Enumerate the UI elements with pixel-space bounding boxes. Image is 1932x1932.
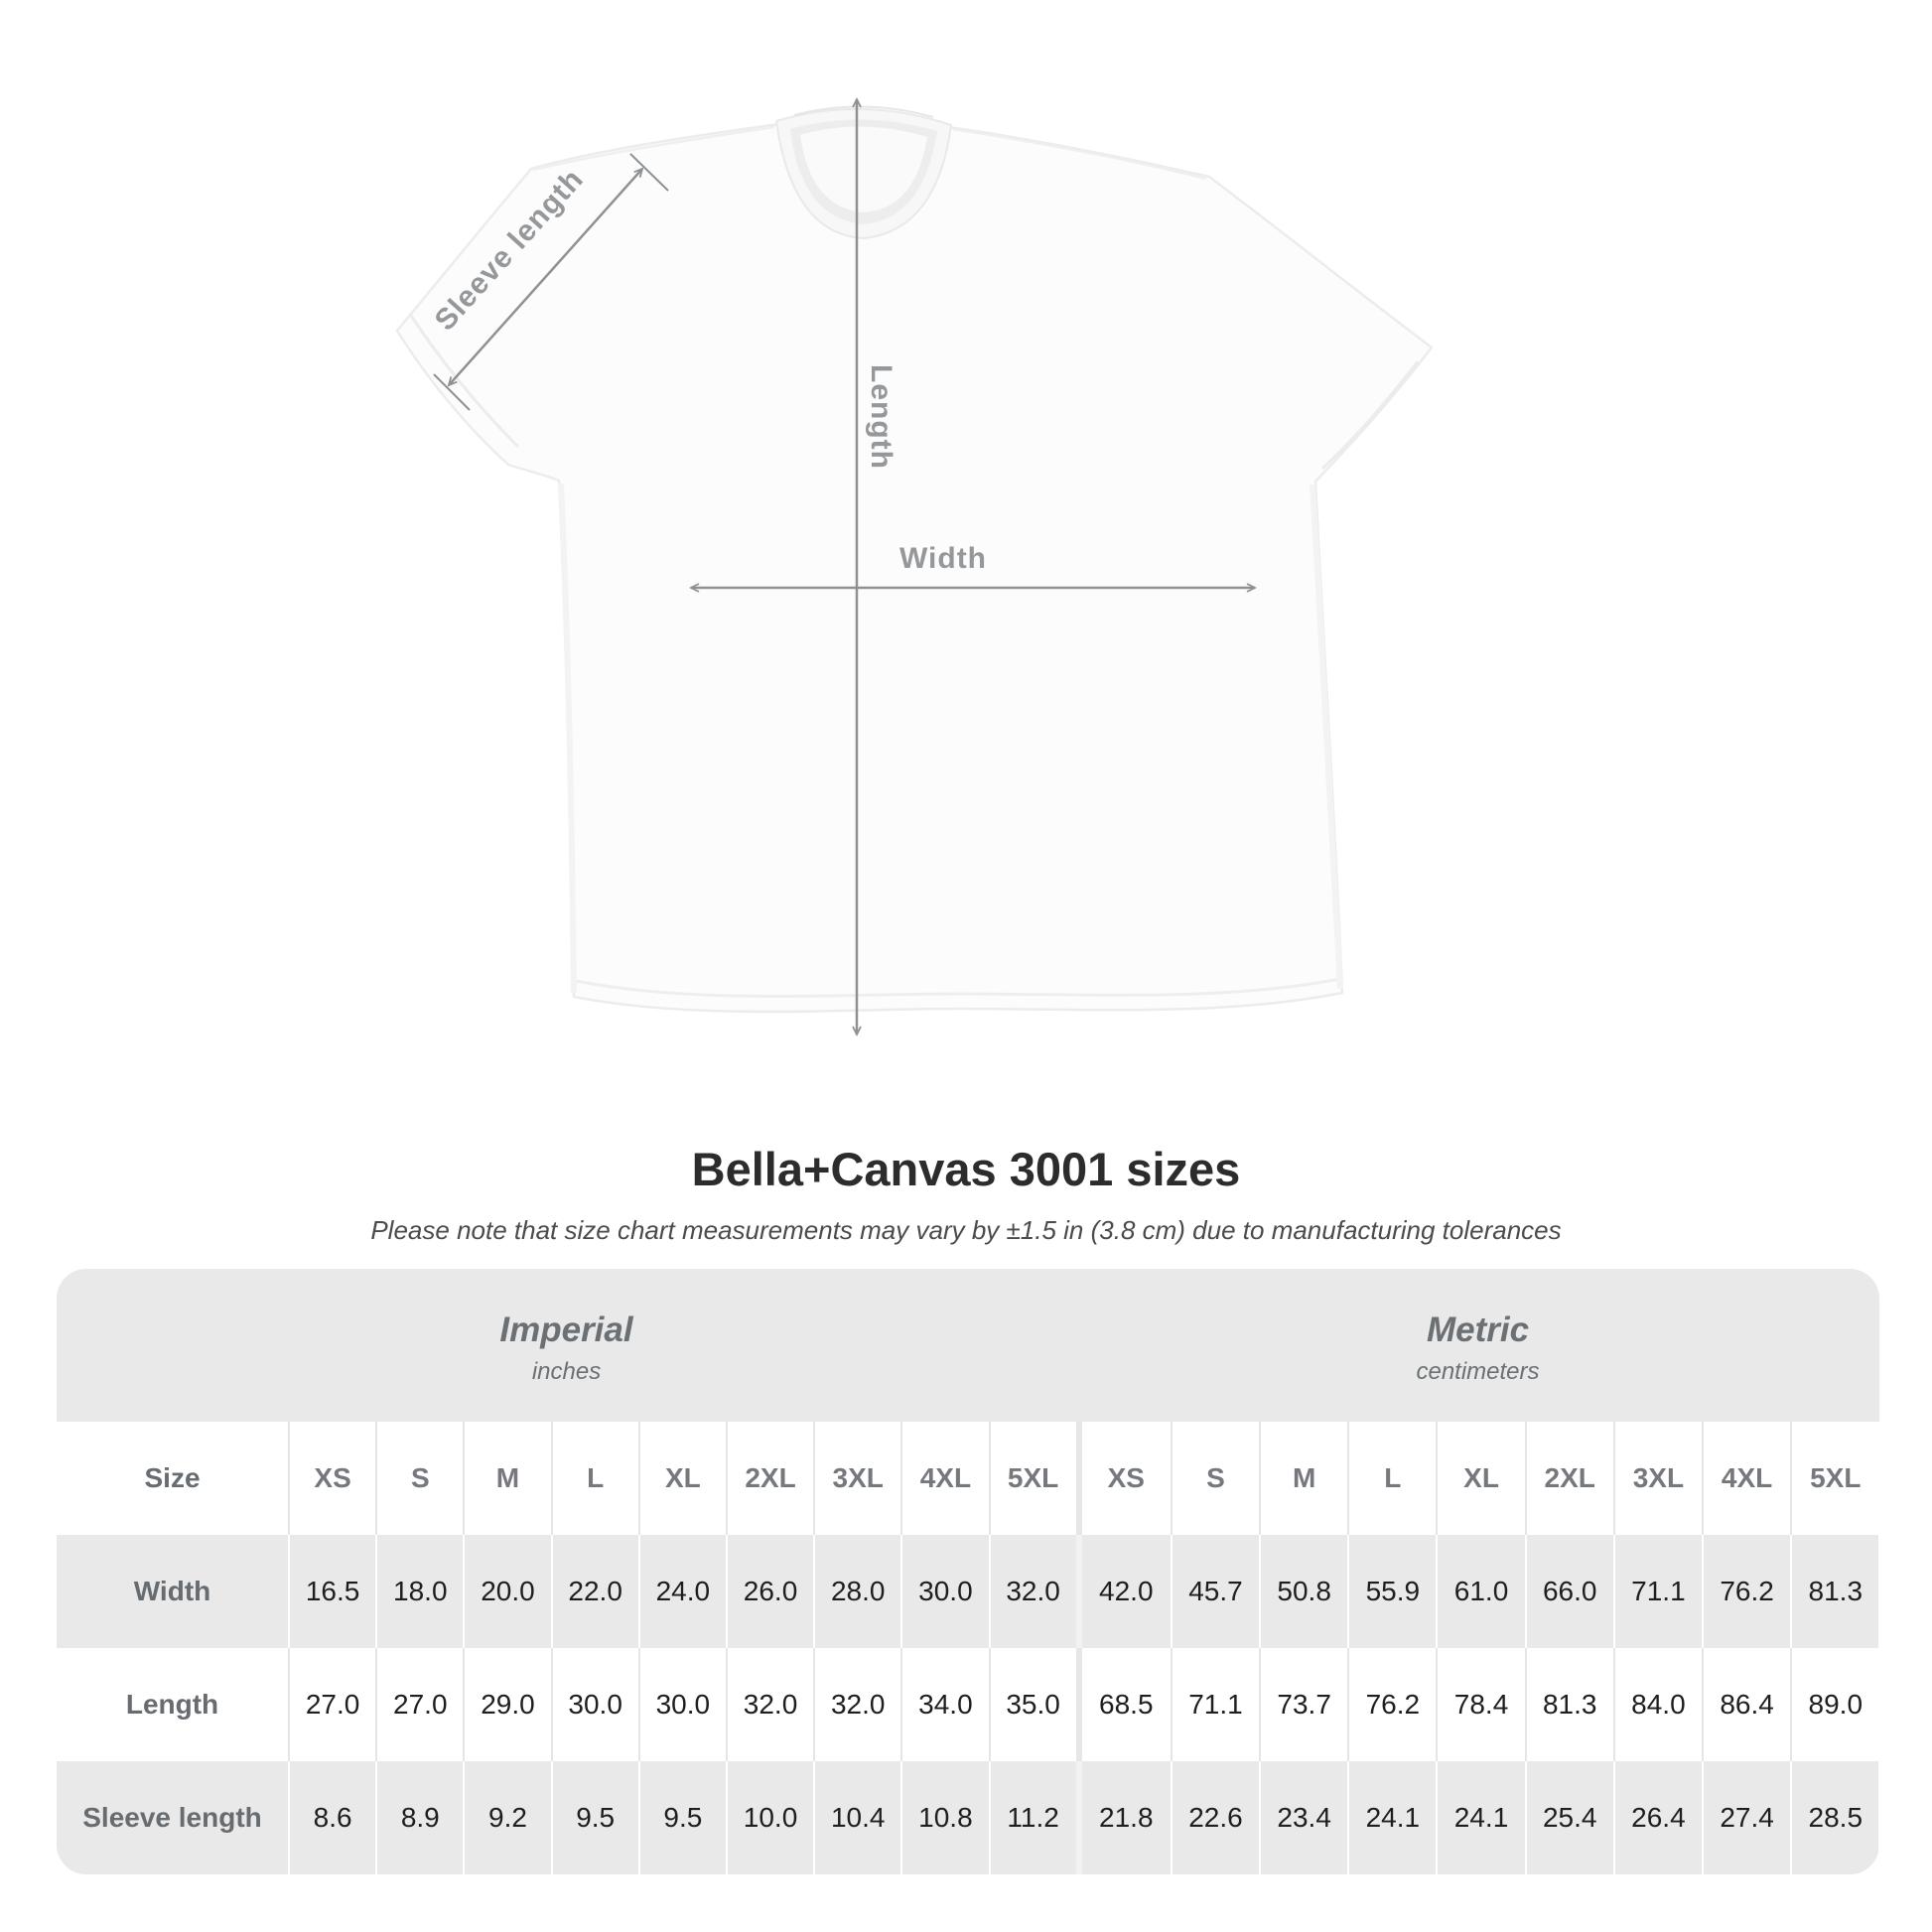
imperial-size-header: 4XL	[900, 1422, 989, 1535]
row-label: Width	[57, 1535, 288, 1648]
imperial-size-header: XS	[288, 1422, 376, 1535]
imperial-value: 18.0	[375, 1535, 464, 1648]
metric-title: Metric	[1426, 1311, 1530, 1349]
imperial-value: 9.5	[637, 1761, 726, 1874]
metric-value: 50.8	[1259, 1535, 1348, 1648]
imperial-value: 30.0	[637, 1648, 726, 1761]
imperial-value: 32.0	[813, 1648, 901, 1761]
metric-value: 78.4	[1436, 1648, 1525, 1761]
imperial-value: 8.6	[288, 1761, 376, 1874]
imperial-value: 22.0	[550, 1535, 638, 1648]
metric-value: 86.4	[1702, 1648, 1791, 1761]
metric-value: 25.4	[1524, 1761, 1613, 1874]
metric-value: 61.0	[1436, 1535, 1525, 1648]
imperial-value: 35.0	[988, 1648, 1076, 1761]
group-divider	[1075, 1535, 1082, 1648]
imperial-value: 10.4	[813, 1761, 901, 1874]
metric-size-header: M	[1259, 1422, 1348, 1535]
unit-header-band: Imperial inches Metric centimeters	[57, 1269, 1879, 1422]
imperial-value: 27.0	[375, 1648, 464, 1761]
size-table-grid: Size XS S M L XL 2XL 3XL 4XL 5XL XS S M L XL 2XL 3XL 4XL 5…	[57, 1422, 1879, 1874]
imperial-value: 24.0	[637, 1535, 726, 1648]
metric-value: 28.5	[1790, 1761, 1879, 1874]
imperial-value: 32.0	[725, 1648, 814, 1761]
tshirt-diagram: Sleeve length Length Width	[395, 96, 1434, 1037]
imperial-value: 10.8	[900, 1761, 989, 1874]
metric-value: 81.3	[1524, 1648, 1613, 1761]
imperial-value: 9.5	[550, 1761, 638, 1874]
metric-value: 23.4	[1259, 1761, 1348, 1874]
group-divider	[1075, 1761, 1082, 1874]
imperial-size-header: S	[375, 1422, 464, 1535]
imperial-size-header: M	[463, 1422, 551, 1535]
metric-value: 68.5	[1081, 1648, 1171, 1761]
metric-value: 26.4	[1612, 1761, 1702, 1874]
dimension-arrows	[433, 96, 1258, 1037]
metric-value: 76.2	[1702, 1535, 1791, 1648]
metric-value: 45.7	[1170, 1535, 1260, 1648]
size-column-header: Size	[57, 1422, 288, 1535]
width-label: Width	[899, 542, 987, 575]
imperial-size-header: XL	[637, 1422, 726, 1535]
imperial-value: 26.0	[725, 1535, 814, 1648]
imperial-value: 32.0	[988, 1535, 1076, 1648]
metric-size-header: 5XL	[1790, 1422, 1879, 1535]
metric-value: 27.4	[1702, 1761, 1791, 1874]
metric-value: 71.1	[1612, 1535, 1702, 1648]
size-table: Imperial inches Metric centimeters Size X…	[57, 1269, 1879, 1874]
metric-value: 24.1	[1347, 1761, 1437, 1874]
group-divider	[1075, 1648, 1082, 1761]
imperial-value: 16.5	[288, 1535, 376, 1648]
imperial-value: 20.0	[463, 1535, 551, 1648]
metric-size-header: 3XL	[1612, 1422, 1702, 1535]
imperial-value: 10.0	[725, 1761, 814, 1874]
imperial-value: 8.9	[375, 1761, 464, 1874]
metric-value: 73.7	[1259, 1648, 1348, 1761]
imperial-title: Imperial	[499, 1311, 633, 1349]
imperial-size-header: 3XL	[813, 1422, 901, 1535]
imperial-value: 29.0	[463, 1648, 551, 1761]
metric-value: 89.0	[1790, 1648, 1879, 1761]
metric-size-header: S	[1170, 1422, 1260, 1535]
group-divider	[1075, 1422, 1082, 1535]
imperial-value: 28.0	[813, 1535, 901, 1648]
metric-size-header: XS	[1081, 1422, 1171, 1535]
metric-value: 66.0	[1524, 1535, 1613, 1648]
imperial-value: 27.0	[288, 1648, 376, 1761]
metric-value: 42.0	[1081, 1535, 1171, 1648]
length-label: Length	[865, 364, 897, 470]
metric-value: 55.9	[1347, 1535, 1437, 1648]
imperial-value: 30.0	[900, 1535, 989, 1648]
metric-unit: centimeters	[1416, 1358, 1540, 1385]
metric-size-header: L	[1347, 1422, 1437, 1535]
imperial-value: 11.2	[988, 1761, 1076, 1874]
imperial-value: 30.0	[550, 1648, 638, 1761]
sleeve-length-arrow	[433, 153, 669, 411]
metric-value: 84.0	[1612, 1648, 1702, 1761]
imperial-size-header: 2XL	[725, 1422, 814, 1535]
metric-size-header: XL	[1436, 1422, 1525, 1535]
tshirt-shape	[395, 105, 1434, 1014]
imperial-value: 9.2	[463, 1761, 551, 1874]
metric-value: 22.6	[1170, 1761, 1260, 1874]
page-subtitle: Please note that size chart measurements…	[370, 1215, 1562, 1245]
imperial-value: 34.0	[900, 1648, 989, 1761]
imperial-unit: inches	[531, 1358, 602, 1385]
metric-value: 71.1	[1170, 1648, 1260, 1761]
imperial-header: Imperial inches	[57, 1269, 1076, 1422]
metric-value: 21.8	[1081, 1761, 1171, 1874]
imperial-size-header: L	[550, 1422, 638, 1535]
metric-size-header: 4XL	[1702, 1422, 1791, 1535]
page-title: Bella+Canvas 3001 sizes	[691, 1143, 1241, 1195]
metric-size-header: 2XL	[1524, 1422, 1613, 1535]
metric-value: 76.2	[1347, 1648, 1437, 1761]
metric-value: 24.1	[1436, 1761, 1525, 1874]
metric-value: 81.3	[1790, 1535, 1879, 1648]
metric-header: Metric centimeters	[1076, 1269, 1879, 1422]
row-label: Length	[57, 1648, 288, 1761]
imperial-size-header: 5XL	[988, 1422, 1076, 1535]
row-label: Sleeve length	[57, 1761, 288, 1874]
